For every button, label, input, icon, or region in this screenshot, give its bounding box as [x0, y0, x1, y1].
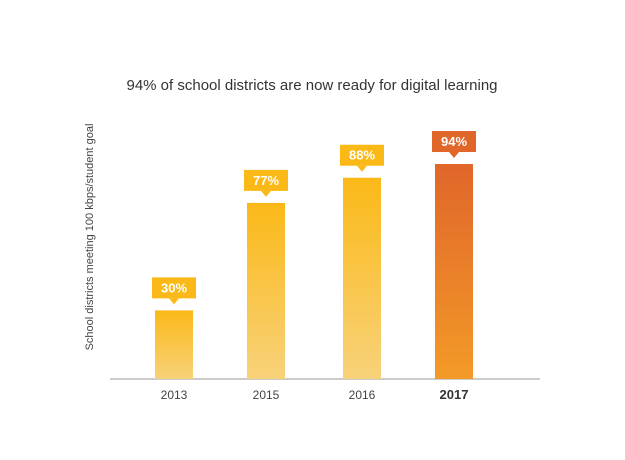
bar-2017: [435, 164, 473, 379]
data-label-pointer: [449, 152, 459, 159]
x-tick-label-2013: 2013: [161, 388, 188, 402]
x-tick-label-2016: 2016: [349, 388, 376, 402]
data-label-pointer: [357, 165, 367, 172]
data-label-2013: 30%: [152, 277, 196, 305]
chart-title: 94% of school districts are now ready fo…: [126, 77, 497, 94]
data-label-box: [152, 277, 196, 299]
x-tick-label-2015: 2015: [253, 388, 280, 402]
x-tick-label-2017: 2017: [440, 387, 469, 402]
data-label-text: 30%: [161, 280, 187, 295]
y-axis-label: School districts meeting 100 kbps/studen…: [84, 124, 96, 351]
bar-2016: [343, 177, 381, 379]
data-label-2017: 94%: [432, 131, 476, 159]
data-label-box: [432, 131, 476, 153]
data-label-pointer: [261, 190, 271, 197]
data-label-2016: 88%: [340, 144, 384, 172]
data-label-text: 77%: [253, 173, 279, 188]
data-label-2015: 77%: [244, 169, 288, 197]
data-label-pointer: [169, 298, 179, 305]
data-label-text: 88%: [349, 148, 375, 163]
chart-marks: 30% 2013 77% 2015 88% 2016 94% 2017: [152, 131, 476, 402]
bar-2013: [155, 310, 193, 379]
bar-2015: [247, 202, 285, 379]
data-label-text: 94%: [441, 134, 467, 149]
data-label-box: [244, 169, 288, 191]
data-label-box: [340, 144, 384, 166]
